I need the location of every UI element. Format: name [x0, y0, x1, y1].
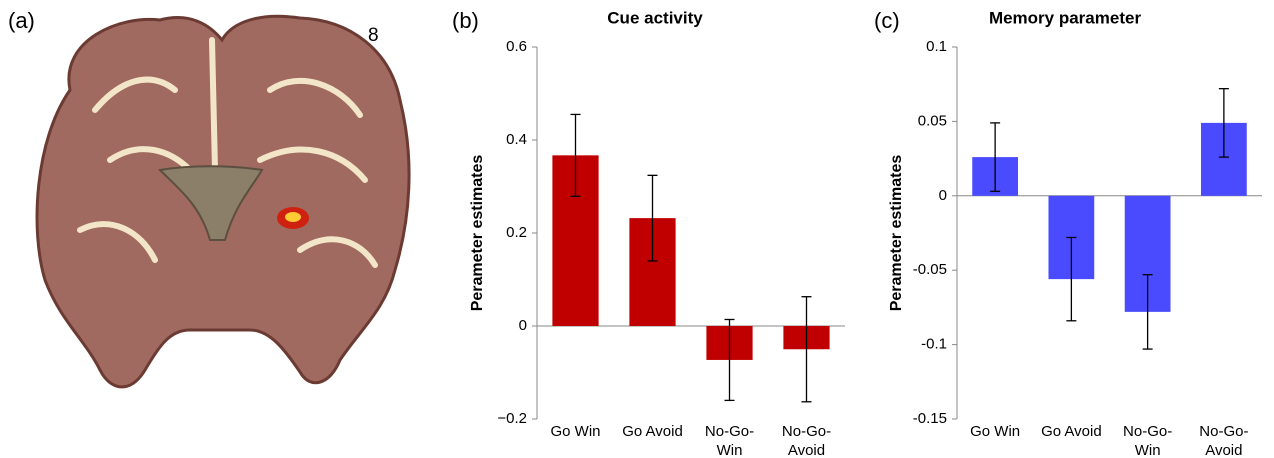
panel-label: (b): [452, 8, 479, 33]
x-tick-label: No-Go- Avoid: [782, 423, 831, 458]
chart-title: Cue activity: [607, 8, 703, 27]
x-tick-label: No-Go- Win: [705, 423, 754, 458]
x-tick-label-line: Win: [717, 442, 743, 458]
x-tick-label-line: No-Go-: [1199, 423, 1248, 440]
x-tick-label-line: Avoid: [1205, 442, 1242, 458]
x-tick-label-line: Win: [1135, 442, 1161, 458]
x-tick-label: Go Avoid: [1041, 423, 1102, 440]
panel-label: (a): [8, 8, 35, 33]
slice-label: 8: [368, 25, 379, 46]
y-tick-label: 0.6: [506, 38, 527, 55]
y-tick-label: 0.1: [926, 38, 947, 55]
x-tick-label: No-Go- Avoid: [1199, 423, 1248, 458]
x-tick-label-line: No-Go-: [705, 423, 754, 440]
y-axis-label: Perameter estimates: [469, 155, 486, 312]
y-tick-label: 0.4: [506, 131, 527, 148]
x-tick-label: Go Win: [550, 423, 600, 440]
x-tick-label: Go Avoid: [622, 423, 683, 440]
brain-image: [37, 16, 409, 387]
x-tick-label-line: No-Go-: [1123, 423, 1172, 440]
y-tick-label: -0.1: [921, 336, 947, 353]
panel-label: (c): [874, 8, 900, 33]
y-tick-label: -0.15: [913, 410, 947, 427]
figure: (a) (b) (c) 8 Cue activity Perameter esti…: [0, 0, 1274, 458]
y-axis-label: Perameter estimates: [888, 155, 905, 312]
y-tick-label: 0.2: [506, 224, 527, 241]
y-tick-label: 0.05: [918, 112, 947, 129]
y-tick-label: 0: [519, 317, 527, 334]
x-tick-label: Go Win: [970, 423, 1020, 440]
y-tick-label: 0: [939, 187, 947, 204]
x-tick-label-line: Avoid: [788, 442, 825, 458]
y-tick-label: −0.2: [497, 410, 527, 427]
chart-title: Memory parameter: [989, 8, 1142, 27]
y-tick-label: -0.05: [913, 261, 947, 278]
x-tick-label: No-Go- Win: [1123, 423, 1172, 458]
x-tick-label-line: No-Go-: [782, 423, 831, 440]
